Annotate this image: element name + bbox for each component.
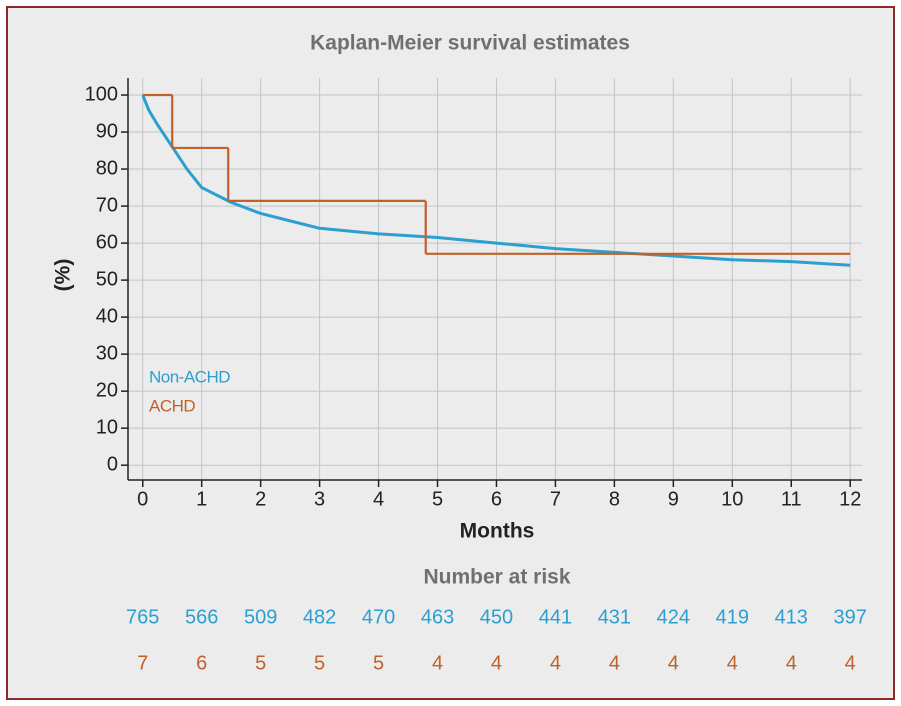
x-tick-label: 6	[491, 488, 502, 510]
risk-count: 4	[845, 652, 856, 674]
risk-count: 7	[137, 652, 148, 674]
y-tick-label: 50	[96, 268, 118, 290]
risk-count: 4	[432, 652, 443, 674]
risk-count: 5	[314, 652, 325, 674]
risk-count: 413	[775, 606, 808, 628]
risk-count: 397	[834, 606, 867, 628]
x-tick-label: 7	[550, 488, 561, 510]
risk-count: 4	[609, 652, 620, 674]
y-tick-label: 0	[107, 453, 118, 475]
y-tick-label: 100	[85, 83, 118, 105]
risk-count: 566	[185, 606, 218, 628]
x-tick-label: 3	[314, 488, 325, 510]
chart-title: Kaplan-Meier survival estimates	[310, 32, 630, 55]
risk-count: 4	[491, 652, 502, 674]
risk-count: 4	[727, 652, 738, 674]
risk-count: 765	[126, 606, 159, 628]
risk-count: 431	[598, 606, 631, 628]
y-axis-label: (%)	[52, 259, 75, 292]
x-tick-label: 2	[255, 488, 266, 510]
risk-count: 509	[244, 606, 277, 628]
risk-count: 5	[373, 652, 384, 674]
risk-count: 4	[550, 652, 561, 674]
legend-label: ACHD	[149, 396, 195, 415]
x-axis-label: Months	[460, 520, 535, 543]
x-tick-label: 5	[432, 488, 443, 510]
risk-count: 4	[786, 652, 797, 674]
risk-count: 419	[716, 606, 749, 628]
legend-label: Non-ACHD	[149, 367, 230, 386]
y-tick-label: 20	[96, 379, 118, 401]
risk-count: 5	[255, 652, 266, 674]
x-tick-label: 12	[839, 488, 861, 510]
risk-count: 463	[421, 606, 454, 628]
x-tick-label: 11	[781, 488, 802, 510]
risk-count: 4	[668, 652, 679, 674]
y-tick-label: 90	[96, 120, 118, 142]
risk-count: 424	[657, 606, 690, 628]
risk-count: 482	[303, 606, 336, 628]
frame	[6, 6, 895, 700]
y-tick-label: 60	[96, 231, 118, 253]
risk-count: 441	[539, 606, 572, 628]
y-tick-label: 70	[96, 194, 118, 216]
y-tick-label: 80	[96, 157, 118, 179]
y-tick-label: 10	[96, 416, 118, 438]
x-tick-label: 1	[196, 488, 207, 510]
y-tick-label: 40	[96, 305, 118, 327]
risk-count: 6	[196, 652, 207, 674]
x-tick-label: 10	[721, 488, 743, 510]
x-tick-label: 0	[137, 488, 148, 510]
risk-title: Number at risk	[423, 566, 570, 589]
x-tick-label: 4	[373, 488, 384, 510]
x-tick-label: 8	[609, 488, 620, 510]
y-tick-label: 30	[96, 342, 118, 364]
x-tick-label: 9	[668, 488, 679, 510]
risk-count: 450	[480, 606, 513, 628]
risk-count: 470	[362, 606, 395, 628]
